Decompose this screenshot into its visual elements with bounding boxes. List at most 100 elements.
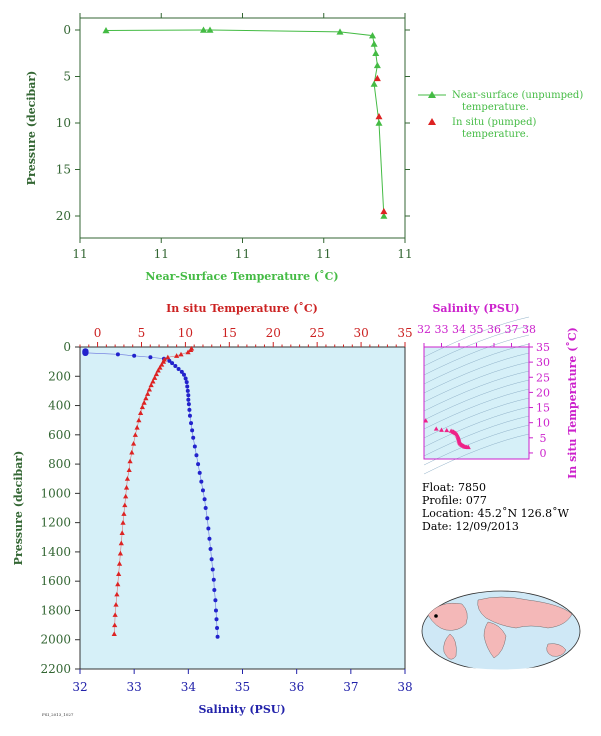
temperature-point [141, 400, 147, 405]
temperature-point [134, 424, 140, 430]
ts-x-tick-label: 36 [487, 323, 501, 336]
salinity-point [210, 567, 215, 572]
temperature-point [160, 359, 167, 364]
density-contour [423, 379, 530, 421]
salinity-point [212, 587, 217, 592]
temperature-point [120, 520, 126, 525]
temperature-tick-label: 35 [397, 326, 412, 340]
salinity-point [184, 380, 189, 385]
near-surface-point [206, 26, 214, 33]
temperature-point [153, 371, 160, 377]
temperature-point [113, 602, 119, 607]
near-surface-point [373, 61, 381, 69]
salinity-point [173, 364, 178, 369]
temperature-point [150, 378, 156, 384]
temperature-point [124, 476, 131, 481]
ts-x-axis-label: Salinity (PSU) [432, 302, 519, 315]
in-situ-point [380, 207, 388, 215]
density-contour [423, 334, 530, 376]
profile-series-group [82, 345, 220, 639]
density-contour [423, 343, 530, 385]
density-contour [423, 397, 530, 439]
profile-y-axis-label: Pressure (decibar) [12, 451, 25, 566]
salinity-point [194, 453, 199, 458]
salinity-point [186, 397, 191, 402]
temperature-point [139, 404, 145, 410]
temperature-point [122, 502, 128, 508]
ts-point [466, 444, 471, 450]
top-x-tick-label: 11 [72, 247, 87, 261]
salinity-point [185, 388, 190, 393]
ts-point [433, 426, 439, 431]
profile-y-tick-label: 1800 [40, 603, 71, 617]
temperature-tick-label: 10 [178, 326, 193, 340]
legend-in-situ-line2: temperature. [462, 129, 529, 140]
ts-x-tick-label: 38 [522, 323, 536, 336]
map-land-australia [546, 643, 567, 657]
salinity-point [207, 536, 212, 541]
ts-y-tick-label: 10 [536, 417, 550, 430]
float-id: Float: 7850 [422, 481, 486, 494]
temperature-point [112, 612, 118, 617]
temperature-point [157, 364, 163, 370]
salinity-tick-label: 33 [127, 680, 142, 694]
temperature-tick-label: 30 [353, 326, 368, 340]
temperature-point [116, 561, 123, 566]
salinity-tick-label: 32 [72, 680, 87, 694]
density-contours [423, 316, 530, 475]
near-surface-point [372, 49, 380, 57]
float-info-block: Float: 7850 Profile: 077 Location: 45.2˚… [422, 481, 570, 533]
ts-point [423, 418, 429, 423]
top-series-group [102, 26, 388, 219]
ts-x-ticks: 32 33 34 35 36 37 38 [417, 323, 536, 347]
temperature-point [121, 511, 127, 516]
ts-point [444, 427, 450, 433]
salinity-point [187, 407, 192, 412]
temperature-point [123, 484, 130, 490]
temperature-point [155, 367, 161, 373]
temperature-point [185, 349, 191, 355]
temperature-point [116, 571, 122, 576]
salinity-point [192, 444, 197, 449]
temperature-point [136, 417, 142, 423]
salinity-point [185, 384, 190, 389]
salinity-point [211, 577, 216, 582]
salinity-point [191, 435, 196, 440]
top-x-tick-label: 11 [316, 247, 331, 261]
temperature-point [174, 353, 180, 358]
salinity-point [115, 352, 120, 357]
salinity-point [186, 393, 191, 398]
salinity-tick-label: 34 [181, 680, 197, 694]
temperature-point [188, 347, 194, 353]
temperature-point [152, 375, 158, 380]
salinity-tick-label: 37 [343, 680, 358, 694]
salinity-point [179, 369, 184, 374]
salinity-point [170, 361, 175, 366]
temperature-tick-label: 20 [266, 326, 281, 340]
salinity-point [132, 353, 137, 358]
salinity-point [205, 516, 210, 521]
salinity-point [208, 546, 213, 551]
ts-x-tick-label: 32 [417, 323, 431, 336]
density-contour [423, 388, 530, 430]
salinity-tick-label: 38 [397, 680, 412, 694]
density-contour [423, 316, 530, 358]
salinity-point [199, 479, 204, 484]
top-y-axis-label: Pressure (decibar) [25, 71, 38, 186]
temperature-tick-label: 5 [138, 326, 146, 340]
ts-x-tick-label: 33 [435, 323, 449, 336]
profile-y-tick-label: 1000 [40, 486, 71, 500]
ts-y-tick-label: 35 [536, 341, 550, 354]
profile-plot-frame [79, 346, 406, 670]
ts-y-tick-label: 15 [536, 402, 550, 415]
temperature-point [138, 410, 144, 415]
temperature-tick-label: 25 [310, 326, 325, 340]
date: Date: 12/09/2013 [422, 520, 519, 533]
salinity-point [200, 488, 205, 493]
ts-y-tick-label: 25 [536, 371, 550, 384]
ts-y-tick-label: 0 [540, 447, 547, 460]
salinity-point [187, 413, 192, 418]
top-y-tick-label: 15 [56, 163, 71, 177]
profile-y-tick-label: 600 [48, 428, 71, 442]
